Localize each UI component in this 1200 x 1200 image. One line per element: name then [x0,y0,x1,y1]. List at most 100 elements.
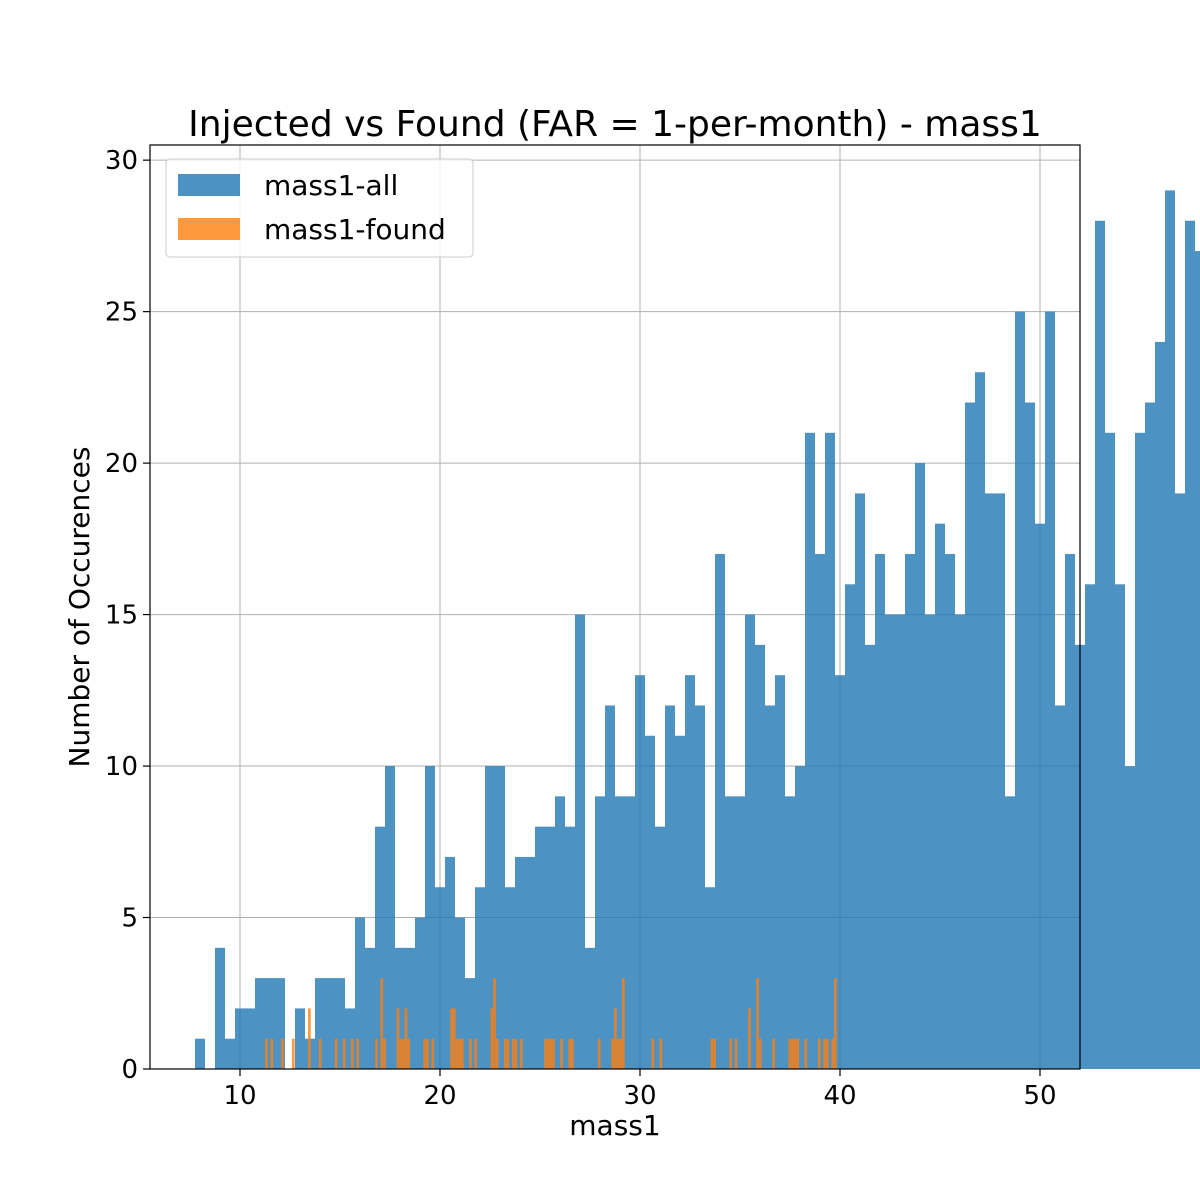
histogram-bar [785,796,795,1069]
legend-label-mass1-all: mass1-all [264,169,398,202]
histogram-bar [295,1008,305,1069]
histogram-bar [455,917,465,1069]
histogram-bar [756,978,759,1069]
histogram-bar [1135,432,1145,1069]
histogram-bar [342,1038,346,1069]
histogram-bar [426,1038,429,1069]
histogram-bar [275,978,285,1069]
histogram-bar [503,1038,507,1069]
y-axis-label: Number of Occurences [63,447,96,768]
legend: mass1-all mass1-found [165,158,474,258]
histogram-bar [705,887,715,1069]
histogram-bar [975,372,985,1069]
histogram-bar [659,1038,663,1069]
histogram-bar [435,887,445,1069]
histogram-bar [831,1038,835,1069]
histogram-bar [485,766,495,1069]
histogram-bar [396,1008,400,1069]
histogram-bar [555,796,565,1069]
histogram-bar [713,1038,716,1069]
histogram-bar [495,1038,499,1069]
histogram-bar [291,1038,295,1069]
histogram-bar [1105,432,1115,1069]
histogram-bar [545,826,555,1069]
histogram-bar [415,917,425,1069]
histogram-bar [334,1038,338,1069]
histogram-bar [535,826,545,1069]
histogram-bar [605,705,615,1069]
histogram-bar [215,947,225,1069]
histogram-bar [793,1038,797,1069]
histogram-bar [825,1038,829,1069]
histogram-bar [450,1008,453,1069]
histogram-bar [622,978,625,1069]
histogram-bar [1175,493,1185,1069]
histogram-bar [356,1038,360,1069]
histogram-bar [635,675,645,1069]
series-mass1-all-bars [195,190,1200,1070]
histogram-bar [805,432,815,1069]
histogram-bar [945,553,955,1069]
histogram-bar [655,826,665,1069]
histogram-bar [758,1038,762,1069]
histogram-bar [235,1008,245,1069]
histogram-bar [270,1038,274,1069]
histogram-bar [465,978,475,1069]
histogram-bar [995,493,1005,1069]
histogram-bar [729,1038,733,1069]
histogram-bar [725,796,735,1069]
histogram-bar [520,1038,523,1069]
histogram-bar [452,1008,456,1069]
histogram-bar [845,584,855,1069]
histogram-bar [611,1038,614,1069]
histogram-bar [1165,190,1175,1069]
x-tick-label: 50 [1023,1081,1056,1111]
histogram-bar [383,1038,386,1069]
histogram-bar [469,1038,472,1069]
histogram-bar [565,826,575,1069]
histogram-bar [885,614,895,1069]
y-tick-label: 5 [121,904,138,934]
histogram-bar [255,978,265,1069]
histogram-bar [335,978,345,1069]
histogram-bar [365,947,375,1069]
histogram-bar [514,1038,518,1069]
y-tick-label: 20 [105,449,138,479]
histogram-bar [1115,584,1125,1069]
histogram-bar [549,1038,553,1069]
histogram-bar [925,614,935,1069]
histogram-bar [1055,705,1065,1069]
y-tick-label: 10 [105,752,138,782]
histogram-bar [765,705,775,1069]
histogram-bar [935,523,945,1069]
histogram-bar [796,1038,800,1069]
histogram-bar [985,493,995,1069]
histogram-bar [834,978,837,1069]
histogram-bar [804,1038,808,1069]
histogram-bar [745,614,755,1069]
histogram-bar [815,553,825,1069]
x-axis-ticks: 10 20 30 40 50 [223,1069,1057,1111]
histogram-bar [619,1038,623,1069]
histogram-bar [475,887,485,1069]
histogram-bar [345,1008,355,1069]
histogram-bar [308,1008,311,1069]
histogram-bar [404,1008,408,1069]
x-tick-label: 30 [623,1081,656,1111]
y-tick-label: 15 [105,601,138,631]
histogram-bar [613,1008,617,1069]
legend-label-mass1-found: mass1-found [264,213,446,246]
histogram-bar [265,1038,268,1069]
histogram-bar [1185,220,1195,1070]
histogram-bar [525,856,535,1069]
histogram-bar [395,947,405,1069]
histogram-bar [755,644,765,1069]
histogram-bar [405,947,415,1069]
histogram-bar [651,1038,655,1069]
histogram-bar [1125,766,1135,1069]
histogram-bar [1035,523,1045,1069]
plot-frame [149,144,1081,1070]
histogram-bar [1195,251,1200,1070]
y-tick-label: 0 [121,1055,138,1085]
histogram-bar [795,766,805,1069]
